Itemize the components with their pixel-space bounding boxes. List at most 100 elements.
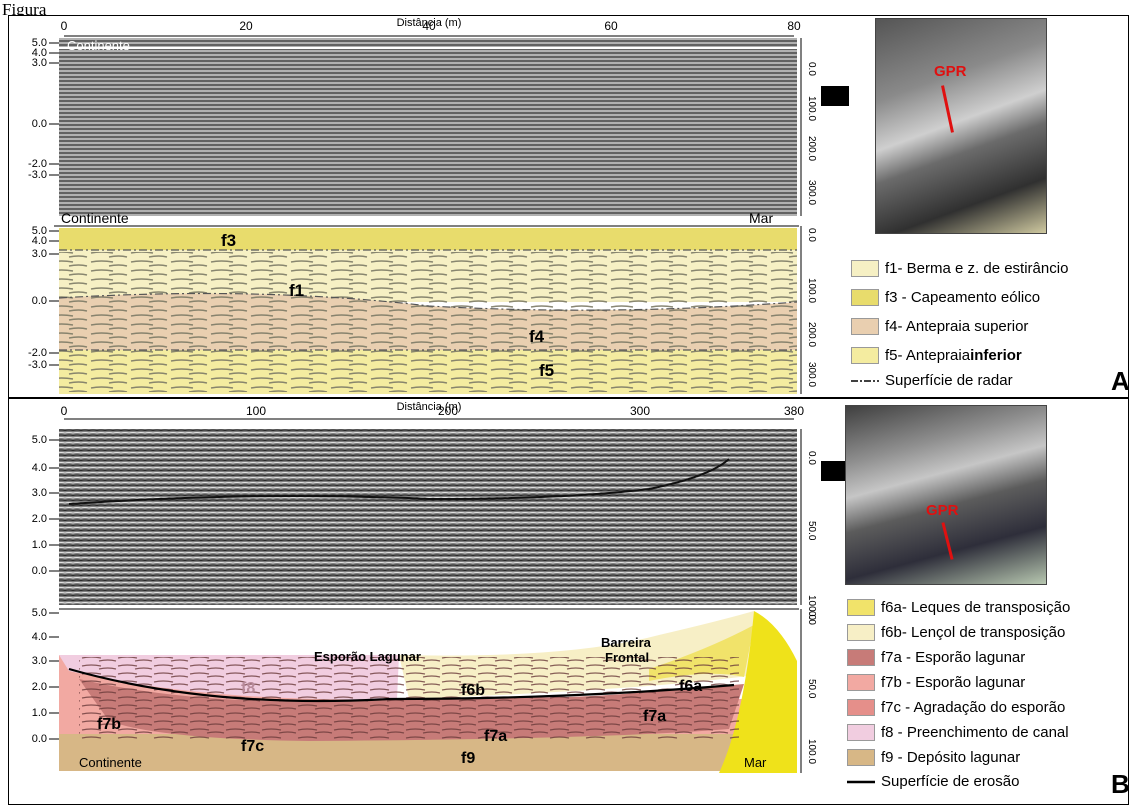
solid-line-icon: [847, 773, 875, 790]
panel-letter: A: [1111, 366, 1129, 396]
label-mar: Mar: [744, 755, 767, 770]
y-tick: 200.0: [806, 136, 817, 161]
facies-label: f9: [461, 750, 475, 767]
aerial-photo-b: GPR: [845, 405, 1047, 585]
y-tick: 4.0: [32, 47, 47, 59]
y-tick: 200.0: [806, 322, 817, 347]
legend-item: Superfície de erosão: [847, 773, 1019, 790]
label-mar: Mar: [749, 210, 773, 226]
radargram: [59, 429, 797, 605]
y-tick: 0.0: [806, 62, 817, 76]
legend-swatch: [847, 599, 875, 616]
y-tick: 50.0: [806, 679, 817, 699]
legend-swatch: [847, 674, 875, 691]
y-tick: 300.0: [806, 362, 817, 387]
legend-item: f6a- Leques de transposição: [847, 599, 1070, 616]
y-tick: 300.0: [806, 180, 817, 205]
legend-label: f9 - Depósito lagunar: [881, 749, 1021, 766]
legend-swatch: [847, 699, 875, 716]
x-tick: 80: [787, 19, 801, 33]
y-tick: 5.0: [32, 37, 47, 49]
y-ticks-left-top: 5.0 4.0 3.0 0.0 -2.0 -3.0: [28, 37, 47, 181]
label-barreira: Frontal: [605, 650, 649, 665]
legend-label: f7c - Agradação do esporão: [881, 699, 1066, 716]
x-tick: 40: [422, 19, 436, 33]
y-tick: 0.0: [806, 451, 817, 465]
x-tick: 60: [604, 19, 618, 33]
y-tick: 5.0: [32, 607, 47, 619]
legend-label: f8 - Preenchimento de canal: [881, 724, 1069, 741]
y-tick: 2.0: [32, 513, 47, 525]
label-esporao: Esporão Lagunar: [314, 649, 421, 664]
legend-label: f6a- Leques de transposição: [881, 599, 1071, 616]
panel-b: Distância (m) 0 100 200 300 380 5.0 4.0 …: [8, 398, 1129, 805]
y-tick: 4.0: [32, 462, 47, 474]
erosion-surface: [68, 667, 735, 703]
facies-label: f8: [241, 680, 255, 697]
y-tick: 3.0: [32, 248, 47, 260]
x-tick: 100: [246, 404, 266, 418]
axis-title: Distância (m): [397, 17, 462, 29]
legend-label: Superfície de radar: [885, 372, 1013, 389]
x-tick-labels: 0 100 200 300 380: [61, 404, 805, 418]
y-tick: 100.0: [806, 739, 817, 764]
legend-label: f1- Berma e z. de estirâncio: [885, 260, 1069, 277]
legend-item: f5- Antepraia inferior: [851, 347, 1022, 364]
legend-item: f6b- Lençol de transposição: [847, 624, 1065, 641]
facies-label: f7b: [97, 716, 121, 733]
y-tick: 0.0: [806, 611, 817, 625]
y-ticks-right-top: 0.0 100.0 200.0 300.0: [806, 62, 817, 205]
y-tick: 0.0: [32, 733, 47, 745]
legend-label-bold: inferior: [970, 347, 1022, 364]
dashdot-line-icon: [851, 372, 879, 389]
y-tick: 5.0: [32, 434, 47, 446]
facies-label: f6b: [461, 682, 485, 699]
panel-b-profile: Distância (m) 0 100 200 300 380 5.0 4.0 …: [32, 401, 849, 773]
gpr-label: GPR: [934, 63, 967, 80]
legend-item: Superfície de radar: [851, 372, 1013, 389]
legend-swatch: [851, 318, 879, 335]
legend-swatch: [847, 724, 875, 741]
y-tick: 50.0: [806, 521, 817, 541]
y-tick: -2.0: [28, 158, 47, 170]
x-tick: 0: [61, 19, 68, 33]
legend-label: f3 - Capeamento eólico: [885, 289, 1041, 306]
panel-a-profile: Distância (m) 0 20 40 60 80 Continente 5…: [28, 17, 849, 394]
y-tick: 4.0: [32, 235, 47, 247]
y-tick: 5.0: [32, 225, 47, 237]
legend-item: f7c - Agradação do esporão: [847, 699, 1065, 716]
legend-label: f6b- Lençol de transposição: [881, 624, 1066, 641]
y-tick: 1.0: [32, 707, 47, 719]
facies-label: f6a: [679, 678, 702, 695]
legend-swatch: [847, 624, 875, 641]
gpr-line: [941, 522, 954, 560]
x-tick: 20: [239, 19, 253, 33]
label-barreira: Barreira: [601, 635, 652, 650]
legend-item: f1- Berma e z. de estirâncio: [851, 260, 1068, 277]
label-continente: Continente: [61, 210, 129, 226]
y-ticks-left-bottom: 5.0 4.0 3.0 2.0 1.0 0.0: [32, 607, 47, 745]
legend-item: f4- Antepraia superior: [851, 318, 1028, 335]
y-ticks-right-bottom: 0.0 100.0 200.0 300.0: [806, 228, 817, 387]
figure-label: Figura: [2, 0, 47, 19]
legend-swatch: [851, 289, 879, 306]
facies-label: f5: [539, 361, 554, 380]
y-ticks-left-bottom: 5.0 4.0 3.0 0.0 -2.0 -3.0: [28, 225, 47, 371]
y-tick: 1.0: [32, 539, 47, 551]
legend-label: Superfície de erosão: [881, 773, 1020, 790]
facies-label: f7a: [484, 728, 507, 745]
legend-label: f4- Antepraia superior: [885, 318, 1029, 335]
y-tick: 0.0: [32, 295, 47, 307]
legend-item: f7a - Esporão lagunar: [847, 649, 1025, 666]
y-tick: -2.0: [28, 347, 47, 359]
x-tick: 200: [438, 404, 458, 418]
facies-label: f1: [289, 281, 304, 300]
x-tick: 0: [61, 404, 68, 418]
facies-label: f7c: [241, 738, 264, 755]
legend-swatch: [847, 649, 875, 666]
legend-item: f9 - Depósito lagunar: [847, 749, 1020, 766]
y-tick: 4.0: [32, 631, 47, 643]
label-continente-top: Continente: [67, 38, 130, 53]
facies-label: f4: [529, 327, 545, 346]
y-tick: 3.0: [32, 57, 47, 69]
